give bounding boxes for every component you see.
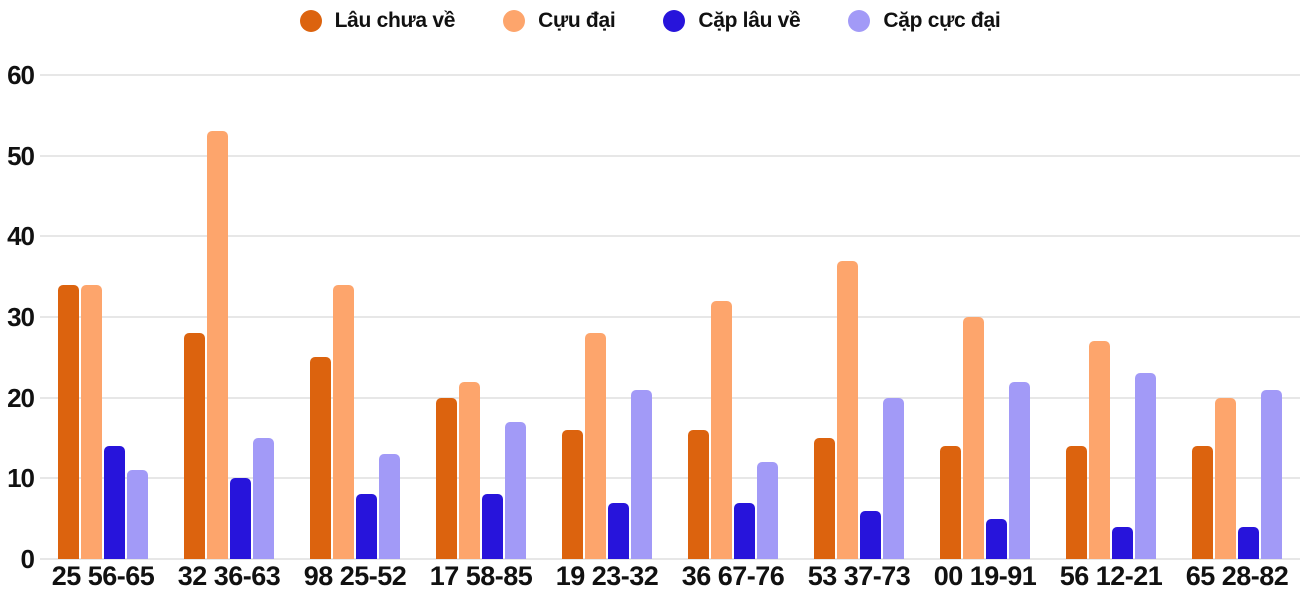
gridline (40, 154, 1300, 157)
bar-cap-cuc-ai[interactable] (253, 438, 274, 559)
bar-lau-chua-ve[interactable] (1066, 446, 1087, 559)
bar-cap-cuc-ai[interactable] (505, 421, 526, 559)
bar-group (796, 75, 922, 559)
bar-lau-chua-ve[interactable] (1192, 446, 1213, 559)
gridlines (40, 74, 1300, 560)
x-tick-label: 25 56-65 (51, 561, 155, 591)
legend-label: Lâu chưa về (334, 9, 456, 32)
bar-cap-cuc-ai[interactable] (1009, 381, 1030, 559)
y-tick-label: 10 (7, 463, 35, 494)
legend-marker-icon (848, 10, 871, 32)
chart-legend: Lâu chưa về Cựu đại Cặp lâu về Cặp cực đại (0, 2, 1300, 40)
y-tick-label: 40 (7, 221, 35, 252)
x-tick-label: 53 37-73 (807, 561, 911, 591)
bar-cuu-ai[interactable] (1215, 397, 1236, 559)
x-tick-label: 32 36-63 (177, 561, 281, 591)
bar-cuu-ai[interactable] (711, 300, 732, 559)
bar-cuu-ai[interactable] (1089, 341, 1110, 559)
bar-lau-chua-ve[interactable] (184, 333, 205, 559)
bar-cap-lau-ve[interactable] (734, 502, 755, 559)
bar-group (670, 75, 796, 559)
x-tick-label: 19 23-32 (555, 561, 659, 591)
gridline (40, 316, 1300, 318)
bar-cap-cuc-ai[interactable] (379, 454, 400, 559)
bar-lau-chua-ve[interactable] (940, 446, 961, 559)
bar-cap-cuc-ai[interactable] (1135, 373, 1156, 559)
legend-marker-icon (299, 10, 322, 32)
y-axis: 0 10 20 30 40 50 60 (0, 62, 35, 572)
bar-groups (40, 75, 1300, 559)
bar-lau-chua-ve[interactable] (562, 429, 583, 559)
bar-cap-lau-ve[interactable] (608, 502, 629, 559)
y-tick-label: 50 (7, 140, 35, 171)
bar-cap-lau-ve[interactable] (104, 446, 125, 559)
bar-cap-cuc-ai[interactable] (631, 389, 652, 559)
bar-cap-cuc-ai[interactable] (127, 470, 148, 559)
legend-item-lau-chua-ve[interactable]: Lâu chưa về (299, 9, 456, 33)
bar-cap-lau-ve[interactable] (1112, 526, 1133, 559)
bar-cuu-ai[interactable] (333, 284, 354, 559)
y-tick-label: 20 (7, 382, 35, 413)
bar-group (544, 75, 670, 559)
bar-cap-lau-ve[interactable] (860, 510, 881, 559)
y-tick-label: 60 (7, 60, 35, 90)
x-tick-label: 00 19-91 (933, 561, 1037, 591)
x-tick-label: 65 28-82 (1185, 561, 1289, 591)
x-tick-label: 17 58-85 (429, 561, 533, 591)
legend-label: Cựu đại (538, 9, 616, 32)
bar-cuu-ai[interactable] (459, 381, 480, 559)
bar-lau-chua-ve[interactable] (688, 429, 709, 559)
plot-area (40, 74, 1300, 560)
bar-cap-lau-ve[interactable] (986, 518, 1007, 559)
y-tick-label: 30 (7, 302, 35, 332)
x-tick-label: 98 25-52 (303, 561, 407, 591)
legend-marker-icon (663, 10, 686, 32)
x-axis: 25 56-65 32 36-63 98 25-52 17 58-85 19 23-32… (40, 561, 1300, 598)
bar-cuu-ai[interactable] (585, 333, 606, 559)
bar-cap-cuc-ai[interactable] (883, 397, 904, 559)
bar-group (40, 75, 166, 559)
legend-marker-icon (503, 10, 526, 32)
bar-group (1048, 75, 1174, 559)
bar-lau-chua-ve[interactable] (814, 438, 835, 559)
bar-cuu-ai[interactable] (81, 284, 102, 559)
bar-group (418, 75, 544, 559)
bar-cap-cuc-ai[interactable] (1261, 389, 1282, 559)
legend-label: Cặp lâu về (698, 9, 801, 32)
bar-cap-lau-ve[interactable] (230, 478, 251, 559)
bar-lau-chua-ve[interactable] (436, 397, 457, 559)
bar-lau-chua-ve[interactable] (310, 357, 331, 559)
y-tick-label: 0 (20, 544, 36, 574)
legend-item-cuu-ai[interactable]: Cựu đại (503, 9, 616, 33)
gridline (40, 558, 1300, 560)
bar-cap-lau-ve[interactable] (482, 494, 503, 559)
bar-cap-lau-ve[interactable] (1238, 526, 1259, 559)
bar-lau-chua-ve[interactable] (58, 284, 79, 559)
gridline (40, 74, 1300, 76)
bar-cuu-ai[interactable] (837, 260, 858, 559)
gridline (40, 396, 1300, 399)
bar-cap-cuc-ai[interactable] (757, 462, 778, 559)
bar-group (1174, 75, 1300, 559)
bar-cuu-ai[interactable] (207, 131, 228, 559)
legend-item-cap-cuc-ai[interactable]: Cặp cực đại (848, 9, 1001, 33)
legend-item-cap-lau-ve[interactable]: Cặp lâu về (663, 9, 801, 33)
bar-group (166, 75, 292, 559)
bar-cap-lau-ve[interactable] (356, 494, 377, 559)
legend-label: Cặp cực đại (883, 9, 1001, 32)
bar-cuu-ai[interactable] (963, 317, 984, 559)
bar-group (922, 75, 1048, 559)
x-tick-label: 36 67-76 (681, 561, 785, 591)
x-tick-label: 56 12-21 (1059, 561, 1163, 591)
bar-group (292, 75, 418, 559)
gridline (40, 235, 1300, 238)
gridline (40, 477, 1300, 480)
